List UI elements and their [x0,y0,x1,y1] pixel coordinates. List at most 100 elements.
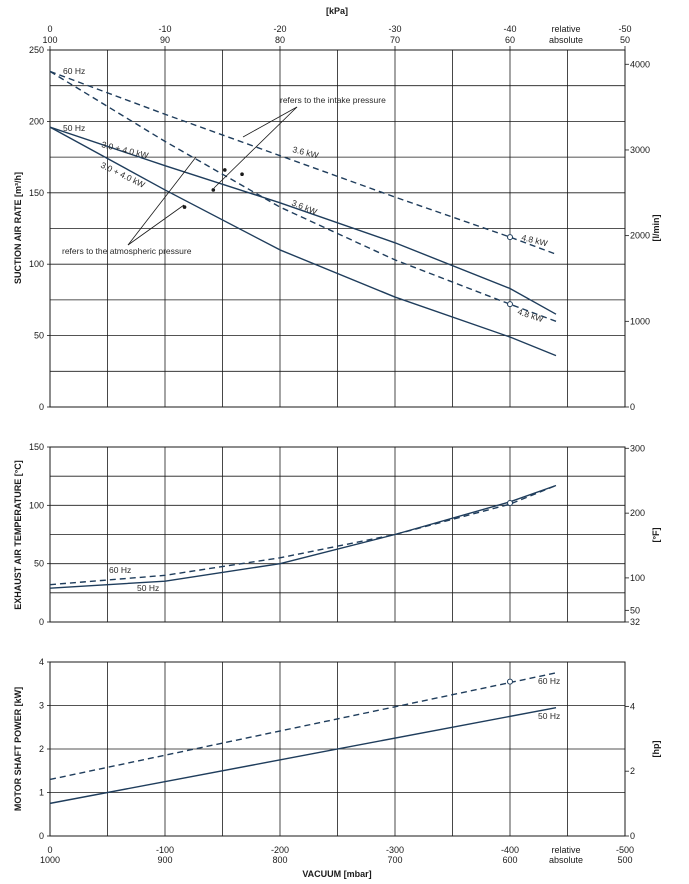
point-marker [182,205,187,209]
open-marker [507,500,513,506]
top-kpa-tick: -20 [273,24,286,34]
y2tick-label: 2 [630,766,635,776]
point-marker [223,168,227,172]
intake-note: refers to the intake pressure [280,95,386,105]
top-kpa-tick: -40 [503,24,516,34]
power-50hz-label: 50 Hz [538,711,560,721]
ytick-label: 1 [39,788,44,798]
intake-leader-2 [213,106,298,189]
series-line [49,484,557,586]
ytick-label: 3 [39,701,44,711]
bottom-absolute-label: absolute [549,855,583,865]
bottom-mbar-tick: -400 [501,845,519,855]
y2tick-label: 100 [630,573,645,583]
y2tick-label: 4000 [630,59,650,69]
ytick-label: 0 [39,402,44,412]
power-60hz-label: 60 Hz [538,676,560,686]
ytick-label: 250 [29,45,44,55]
tick-labels: 0501001502002500100020003000400005010015… [29,24,650,865]
bottom-mbar-tick: -100 [156,845,174,855]
ytick-label: 4 [39,657,44,667]
ytick-label: 0 [39,831,44,841]
bottom-absolute-tick: 700 [387,855,402,865]
series-line [49,70,557,322]
y2tick-label: 3000 [630,145,650,155]
bottom-mbar-tick: 0 [47,845,52,855]
ytick-label: 200 [29,116,44,126]
atmospheric-note: refers to the atmospheric pressure [62,246,192,256]
top-absolute-tick: 80 [275,35,285,45]
temperature-50hz-label: 50 Hz [137,583,159,593]
suction-60hz-label: 60 Hz [63,66,85,76]
curves [49,70,557,805]
bottom-absolute-tick: 900 [157,855,172,865]
y2tick-label: 50 [630,605,640,615]
ytick-label: 50 [34,331,44,341]
point-marker [211,188,216,192]
suction-ylabel: SUCTION AIR RATE [m³/h] [13,172,23,284]
y2tick-label: 0 [630,402,635,412]
bottom-mbar-tick: -500 [616,845,634,855]
top-absolute-label: absolute [549,35,583,45]
top-axis-title: [kPa] [326,6,348,16]
kw3040-lower: 3.0 + 4.0 kW [99,160,146,190]
bottom-mbar-tick: -300 [386,845,404,855]
suction-y2label: [l/min] [651,215,661,242]
ytick-label: 2 [39,744,44,754]
intake-leader-1 [242,106,298,138]
ytick-label: 50 [34,559,44,569]
kw48-lower: 4.8 kW [516,306,544,324]
top-kpa-tick: 0 [47,24,52,34]
open-marker [507,234,513,241]
bottom-absolute-tick: 500 [617,855,632,865]
series-line [49,672,557,781]
top-kpa-tick: -10 [158,24,171,34]
kw36-upper: 3.6 kW [292,144,320,160]
leader-lines [127,106,298,246]
power-y2label: [hp] [651,741,661,758]
top-absolute-tick: 60 [505,35,515,45]
y2tick-label: 200 [630,508,645,518]
bottom-absolute-tick: 1000 [40,855,60,865]
y2tick-label: 0 [630,831,635,841]
temperature-y2label: [°F] [651,527,661,542]
grid-lines [47,46,629,837]
temperature-ylabel: EXHAUST AIR TEMPERATURE [°C] [13,460,23,610]
markers [182,168,513,685]
y2tick-label: 1000 [630,316,650,326]
suction-50hz-label: 50 Hz [63,123,85,133]
point-marker [240,172,244,177]
series-line [49,126,557,315]
top-kpa-tick: -30 [388,24,401,34]
atmospheric-leader-2 [127,204,185,246]
bottom-mbar-tick: -200 [271,845,289,855]
open-marker [507,301,513,308]
temperature-60hz-label: 60 Hz [109,565,131,575]
series-line [49,706,557,805]
y2tick-label: 4 [630,701,635,711]
power-ylabel: MOTOR SHAFT POWER [kW] [13,687,23,811]
top-relative-label: relative [551,24,580,34]
ytick-label: 150 [29,188,44,198]
y2tick-label: 2000 [630,231,650,241]
ytick-label: 100 [29,500,44,510]
top-absolute-tick: 50 [620,35,630,45]
top-absolute-tick: 90 [160,35,170,45]
open-marker [507,678,513,685]
series-line [49,70,557,255]
series-line [49,484,557,589]
series-line [49,126,557,357]
ytick-label: 150 [29,442,44,452]
ytick-label: 100 [29,259,44,269]
ytick-label: 0 [39,617,44,627]
y2tick-label: 32 [630,617,640,627]
atmospheric-leader-1 [127,156,197,246]
top-absolute-tick: 100 [42,35,57,45]
bottom-axis-title: VACUUM [mbar] [302,869,371,879]
top-absolute-tick: 70 [390,35,400,45]
bottom-absolute-tick: 800 [272,855,287,865]
y2tick-label: 300 [630,443,645,453]
top-kpa-tick: -50 [618,24,631,34]
bottom-absolute-tick: 600 [502,855,517,865]
